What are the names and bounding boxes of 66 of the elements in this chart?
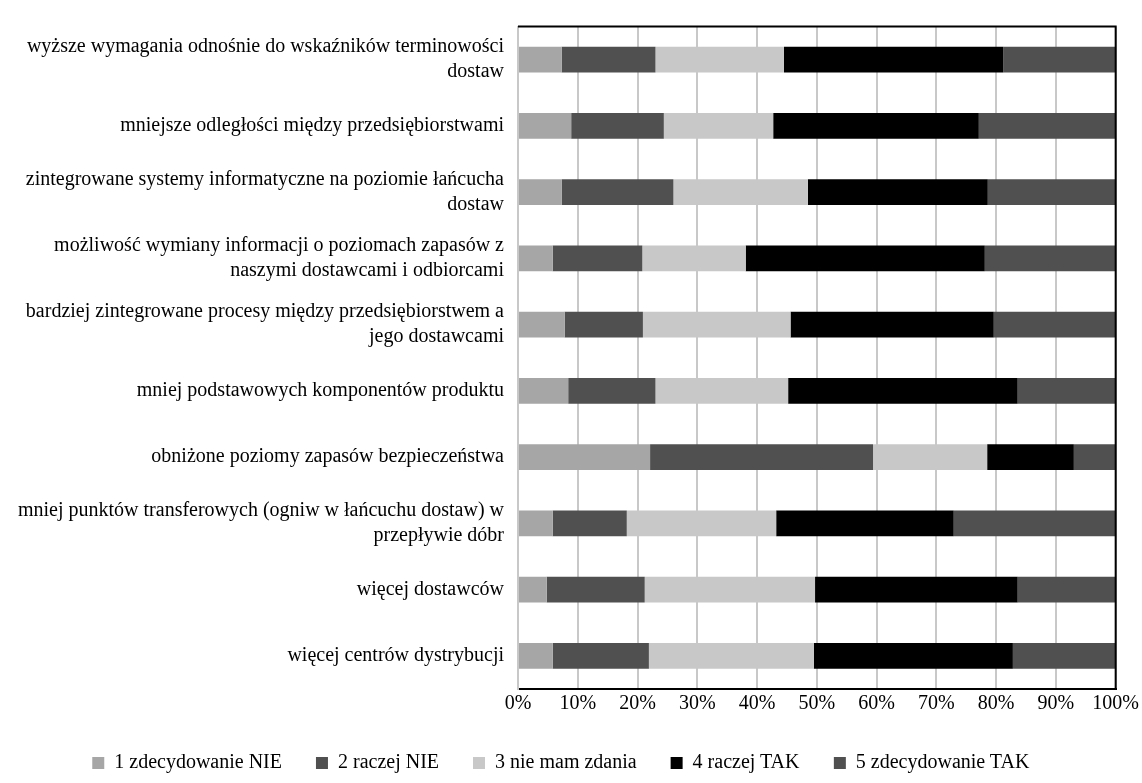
bar <box>561 179 674 206</box>
legend-label: 3 nie mam zdania <box>495 750 637 773</box>
bar <box>546 576 645 603</box>
bar <box>519 642 553 669</box>
y-tick-label: obniżone poziomy zapasów bezpieczeństwa <box>151 444 505 468</box>
legend-label: 1 zdecydowanie NIE <box>114 750 282 774</box>
bar <box>978 112 1116 139</box>
bar <box>788 377 1018 404</box>
bar <box>987 444 1074 471</box>
bar <box>552 642 649 669</box>
bar <box>987 179 1116 206</box>
bar <box>519 444 651 471</box>
bar <box>1017 576 1116 603</box>
bar <box>650 444 874 471</box>
bar <box>519 510 553 537</box>
bar <box>776 510 954 537</box>
bar <box>519 311 565 338</box>
bar <box>564 311 643 338</box>
bar <box>953 510 1116 537</box>
bar <box>773 112 979 139</box>
bar <box>1017 377 1116 404</box>
bar <box>813 642 1013 669</box>
x-tick-label: 30% <box>678 691 716 714</box>
y-tick-label: mniej punktów transferowych (ogniw w łańcuchu dostaw) w przepływie dóbr <box>18 498 505 547</box>
y-tick-label: bardziej zintegrowane procesy między przedsiębiorstwem a jego dostawcami <box>25 299 505 348</box>
bar <box>984 245 1116 272</box>
y-tick-label: zintegrowane systemy informatyczne na poziomie łańcucha dostaw <box>25 166 505 214</box>
x-tick-label: 0% <box>504 691 532 714</box>
bar <box>519 179 562 206</box>
bar <box>790 311 994 338</box>
x-tick-label: 100% <box>1092 691 1140 714</box>
bar <box>1073 444 1116 471</box>
bar <box>815 576 1018 603</box>
bar <box>1012 642 1116 669</box>
bar <box>568 377 656 404</box>
legend-label: 2 raczej NIE <box>337 750 440 774</box>
x-tick-label: 20% <box>619 691 656 714</box>
bar <box>807 179 988 206</box>
x-tick-label: 50% <box>798 691 836 714</box>
x-tick-label: 70% <box>918 691 955 714</box>
bar <box>519 576 547 603</box>
bar <box>519 377 569 404</box>
y-tick-label: więcej dostawców <box>356 576 505 600</box>
bar <box>1003 46 1116 73</box>
bar <box>552 510 627 537</box>
bar <box>571 112 664 139</box>
x-tick-label: 90% <box>1037 691 1075 714</box>
bar <box>745 245 985 272</box>
y-tick-label: możliwość wymiany informacji o poziomach zapasów z naszymi dostawcami i odbiorcami <box>54 233 505 282</box>
y-tick-label: mniej podstawowych komponentów produktu <box>136 378 504 402</box>
bar <box>519 245 553 272</box>
bar <box>519 112 572 139</box>
legend-label: 4 raczej TAK <box>692 750 801 774</box>
bar <box>993 311 1116 338</box>
y-tick-label: wyższe wymagania odnośnie do wskaźników terminowości dostaw <box>26 34 505 82</box>
bar <box>552 245 643 272</box>
bar <box>519 46 562 73</box>
bar <box>561 46 656 73</box>
x-tick-label: 40% <box>738 691 776 714</box>
bar <box>783 46 1004 73</box>
y-tick-label: mniejsze odległości między przedsiębiorstwami <box>120 113 505 137</box>
legend-label: 5 zdecydowanie TAK <box>855 750 1030 774</box>
x-tick-label: 10% <box>559 691 597 714</box>
x-tick-label: 60% <box>858 691 895 714</box>
y-tick-label: więcej centrów dystrybucji <box>287 643 505 667</box>
x-tick-label: 80% <box>977 691 1015 714</box>
